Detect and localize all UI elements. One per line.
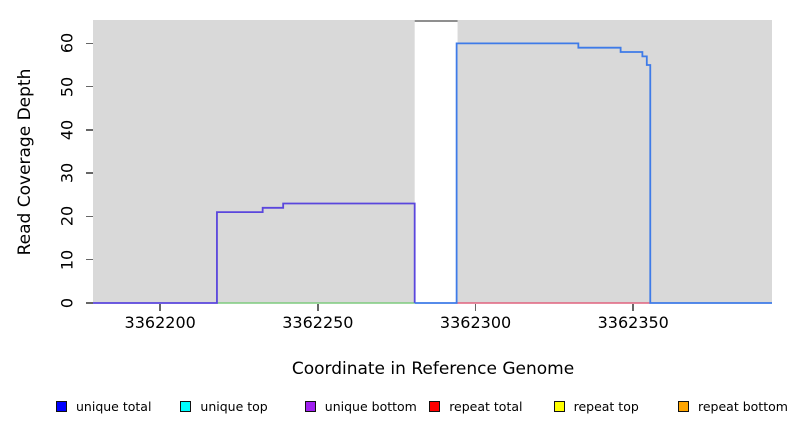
y-tick: [86, 42, 93, 45]
legend-swatch: [180, 401, 192, 412]
legend-label: unique total: [76, 399, 152, 414]
x-tick-label: 3362350: [597, 313, 669, 332]
legend-item-unique-top: unique top: [180, 399, 268, 414]
legend-label: unique bottom: [324, 399, 417, 414]
legend-item-repeat-top: repeat top: [553, 399, 639, 414]
legend-swatch: [678, 401, 689, 412]
legend-item-repeat-total: repeat total: [429, 399, 523, 414]
x-axis-title: Coordinate in Reference Genome: [291, 359, 575, 379]
plot-area: [93, 20, 772, 304]
x-tick: [474, 304, 477, 311]
covered-region-left: [93, 20, 415, 303]
y-tick: [86, 129, 93, 131]
legend-label: repeat total: [449, 399, 523, 414]
y-tick-label: 0: [57, 297, 77, 309]
y-axis-title: Read Coverage Depth: [15, 68, 35, 256]
series-right-block-coverage: [414, 42, 772, 304]
y-tick-label: 40: [57, 119, 77, 141]
y-tick-label: 60: [57, 33, 77, 54]
legend-item-unique-total: unique total: [56, 399, 151, 414]
x-tick-label: 3362300: [439, 313, 512, 332]
x-tick-label: 3362200: [124, 313, 196, 332]
x-tick: [159, 304, 161, 311]
legend-swatch: [553, 401, 565, 412]
legend-label: unique top: [200, 399, 268, 414]
x-tick: [317, 304, 319, 311]
series-left-block-coverage: [93, 202, 416, 304]
legend-item-repeat-bottom: repeat bottom: [678, 399, 788, 414]
y-tick-label: 20: [57, 206, 77, 227]
y-tick: [86, 85, 93, 88]
chart-svg: [93, 20, 772, 304]
x-tick: [632, 304, 634, 311]
legend-label: repeat top: [573, 399, 639, 414]
y-tick: [86, 258, 93, 261]
y-tick: [86, 172, 93, 174]
gap-region-cap: [414, 20, 458, 22]
x-tick-label: 3362250: [282, 313, 354, 332]
y-tick-label: 10: [57, 249, 77, 270]
y-tick-label: 50: [57, 76, 77, 97]
y-tick: [86, 215, 93, 218]
legend-swatch: [304, 401, 316, 412]
y-tick: [86, 302, 93, 304]
legend-item-unique-bottom: unique bottom: [304, 399, 417, 414]
legend-swatch: [56, 401, 67, 412]
legend-swatch: [429, 401, 441, 412]
legend-label: repeat bottom: [698, 399, 788, 414]
y-tick-label: 30: [57, 162, 77, 184]
covered-region-right: [457, 20, 772, 303]
